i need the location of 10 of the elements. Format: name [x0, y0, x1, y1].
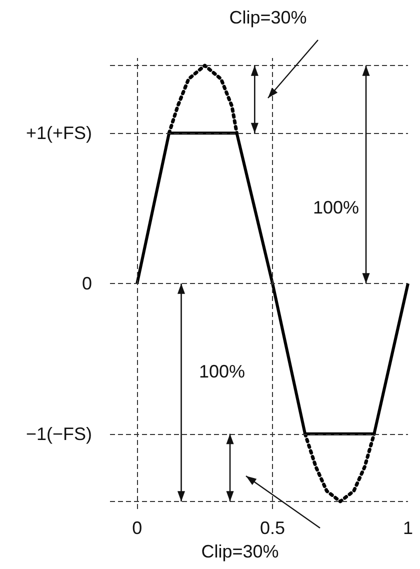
- x-tick-label: 0.5: [260, 518, 286, 538]
- annotation: 100%: [198, 362, 246, 382]
- x-tick-label: 1: [402, 518, 414, 538]
- text: Clip=30%: [229, 8, 307, 28]
- y-tick-label: −1(−FS): [26, 424, 92, 444]
- x-tick-label: 0: [132, 518, 142, 538]
- y-tick-label: +1(+FS): [26, 123, 92, 144]
- y-tick-label: 0: [82, 274, 92, 294]
- annotation: 100%: [312, 198, 360, 218]
- text: Clip=30%: [201, 542, 279, 562]
